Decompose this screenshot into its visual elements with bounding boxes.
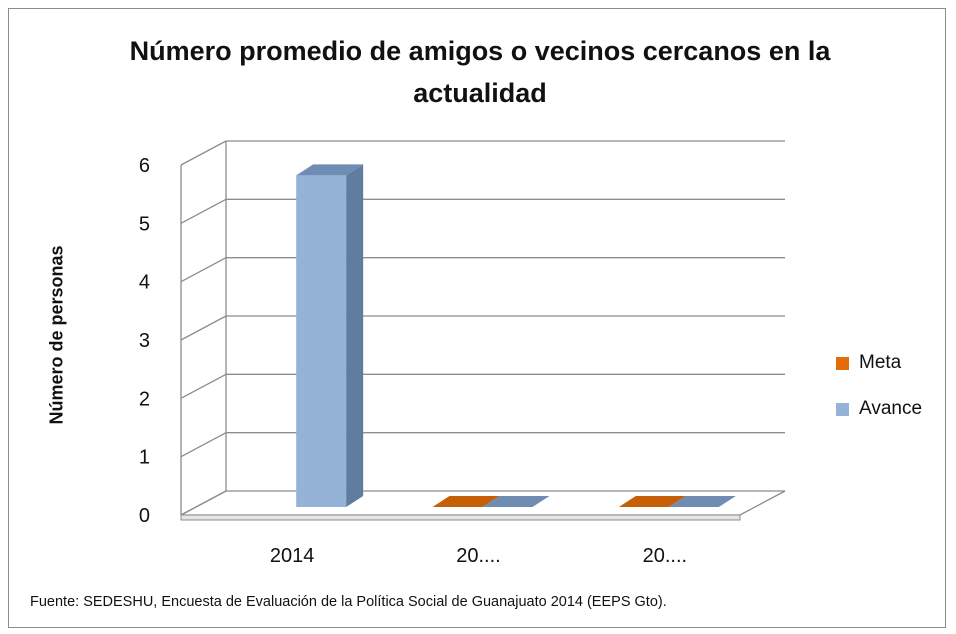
y-tick-label-4: 4 — [139, 272, 150, 294]
legend-swatch-meta — [836, 356, 849, 370]
x-tick-label-1: 20.... — [456, 545, 500, 567]
bar-meta-2-flat — [618, 496, 686, 507]
chart-frame — [8, 8, 946, 628]
y-tick-label-2: 2 — [139, 388, 150, 410]
bar-meta-1-flat — [432, 496, 500, 507]
bar-avance-2-flat — [668, 496, 736, 507]
y-axis-label: Número de personas — [46, 245, 67, 425]
side-wall-line-1 — [180, 432, 227, 458]
legend-label-avance: Avance — [859, 398, 923, 419]
y-tick-label-1: 1 — [139, 447, 150, 469]
legend-label-meta: Meta — [859, 352, 902, 373]
side-wall-line-3 — [180, 315, 227, 341]
legend: Meta Avance — [836, 340, 922, 432]
bar-avance-0-top — [296, 164, 364, 176]
legend-item-avance: Avance — [836, 386, 922, 432]
y-tick-label-5: 5 — [139, 213, 150, 235]
side-wall-line-4 — [180, 257, 227, 283]
y-tick-label-3: 3 — [139, 330, 150, 352]
side-wall-line-5 — [180, 198, 227, 224]
bar-avance-0-side — [346, 164, 364, 507]
chart-title: Número promedio de amigos o vecinos cerc… — [129, 36, 831, 108]
legend-swatch-avance — [836, 402, 849, 416]
source-note: Fuente: SEDESHU, Encuesta de Evaluación … — [30, 594, 667, 610]
y-tick-label-6: 6 — [139, 155, 150, 177]
bar-avance-1-flat — [482, 496, 550, 507]
legend-item-meta: Meta — [836, 340, 922, 386]
bar-avance-0-front — [296, 175, 347, 507]
x-tick-label-0: 2014 — [270, 545, 315, 567]
side-wall-line-6 — [180, 140, 227, 166]
x-tick-label-2: 20.... — [643, 545, 687, 567]
chart-floor-edge — [180, 514, 741, 521]
y-tick-label-0: 0 — [139, 505, 150, 527]
side-wall-line-2 — [180, 373, 227, 399]
side-wall-line-0 — [180, 490, 227, 516]
